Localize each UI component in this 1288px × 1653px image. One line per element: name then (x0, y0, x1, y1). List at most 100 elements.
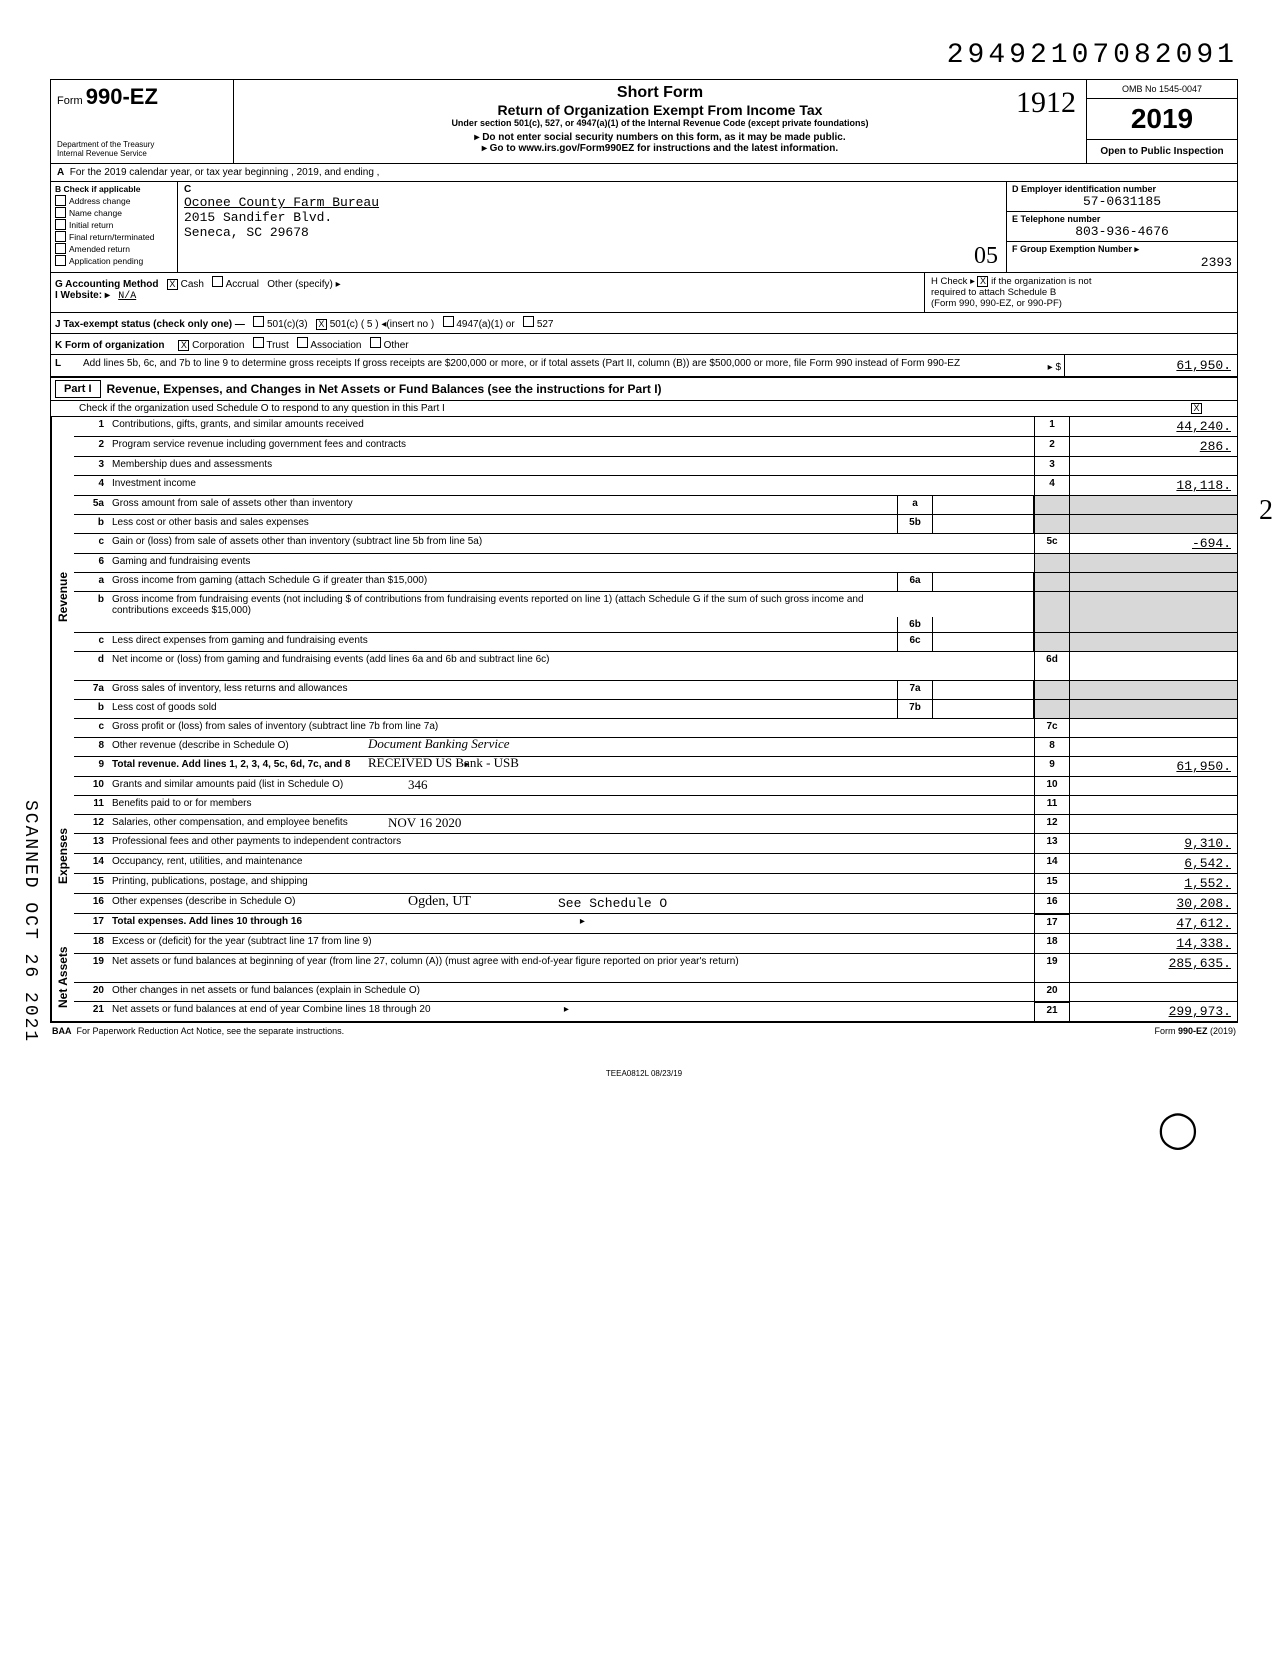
line-5c-num: c (74, 534, 108, 553)
line-7b-num: b (74, 700, 108, 718)
stamp-ogden: Ogden, UT (408, 894, 471, 910)
part-1-sub: Check if the organization used Schedule … (50, 401, 1238, 417)
line-7a-num: 7a (74, 681, 108, 699)
header-center: Short Form Return of Organization Exempt… (234, 80, 1087, 163)
box-f: F Group Exemption Number ▸ 2393 (1007, 242, 1237, 272)
scanned-stamp: SCANNED OCT 26 2021 (20, 800, 40, 1043)
checkbox-application-pending[interactable] (55, 255, 66, 266)
stamp-date: NOV 16 2020 (388, 815, 461, 831)
line-6b-num: b (74, 592, 108, 632)
line-6b-mb: 6b (897, 617, 933, 632)
line-8-rnum: 8 (1034, 738, 1069, 756)
line-14-desc: Occupancy, rent, utilities, and maintena… (108, 854, 1034, 873)
checkbox-initial-return[interactable] (55, 219, 66, 230)
label-accrual: Accrual (226, 279, 259, 290)
line-19-num: 19 (74, 954, 108, 982)
form-code: 990-EZ (86, 84, 158, 109)
org-addr2: Seneca, SC 29678 (184, 225, 309, 240)
checkbox-527[interactable] (523, 316, 534, 327)
label-other-org: Other (384, 340, 409, 351)
line-6c-mb: 6c (897, 633, 933, 651)
line-6c-num: c (74, 633, 108, 651)
line-11-desc: Benefits paid to or for members (108, 796, 1034, 814)
header-right: OMB No 1545-0047 2019 Open to Public Ins… (1087, 80, 1237, 163)
line-j: J Tax-exempt status (check only one) — 5… (50, 313, 1238, 334)
line-15-num: 15 (74, 874, 108, 893)
line-17-amt: 47,612. (1069, 914, 1237, 933)
line-4-desc: Investment income (108, 476, 1034, 495)
side-label-expenses: Expenses (51, 777, 74, 934)
line-12-desc: Salaries, other compensation, and employ… (108, 815, 1034, 833)
checkbox-4947[interactable] (443, 316, 454, 327)
line-l: L Add lines 5b, 6c, and 7b to line 9 to … (50, 355, 1238, 377)
checkbox-cash[interactable]: X (167, 279, 178, 290)
line-10-amt (1069, 777, 1237, 795)
line-k-content: K Form of organization X Corporation Tru… (51, 334, 1237, 354)
line-6a-mb: 6a (897, 573, 933, 591)
box-h-text2: if the organization is not (991, 276, 1091, 287)
checkbox-trust[interactable] (253, 337, 264, 348)
line-18-num: 18 (74, 934, 108, 953)
box-d: D Employer identification number 57-0631… (1007, 182, 1237, 212)
line-11-num: 11 (74, 796, 108, 814)
line-1-num: 1 (74, 417, 108, 436)
checkbox-other-org[interactable] (370, 337, 381, 348)
org-addr1: 2015 Sandifer Blvd. (184, 210, 332, 225)
line-13-rnum: 13 (1034, 834, 1069, 853)
line-k-label: K Form of organization (55, 340, 164, 351)
checkbox-association[interactable] (297, 337, 308, 348)
open-to-public: Open to Public Inspection (1087, 140, 1237, 163)
line-a-text: For the 2019 calendar year, or tax year … (70, 167, 380, 178)
line-20-desc: Other changes in net assets or fund bala… (108, 983, 1034, 1001)
revenue-section: Revenue 1Contributions, gifts, grants, a… (50, 417, 1238, 777)
line-19-rnum: 19 (1034, 954, 1069, 982)
line-7c-amt (1069, 719, 1237, 737)
box-c: C Oconee County Farm Bureau 2015 Sandife… (178, 182, 1007, 272)
line-18-desc: Excess or (deficit) for the year (subtra… (108, 934, 1034, 953)
line-g-i: G Accounting Method X Cash Accrual Other… (50, 273, 1238, 313)
line-16-desc: Other expenses (describe in Schedule O) … (108, 894, 1034, 913)
line-j-label: J Tax-exempt status (check only one) — (55, 319, 245, 330)
line-2-desc: Program service revenue including govern… (108, 437, 1034, 456)
software-code: TEEA0812L 08/23/19 (50, 1069, 1238, 1078)
checkbox-address-change[interactable] (55, 195, 66, 206)
line-13-num: 13 (74, 834, 108, 853)
label-name-change: Name change (69, 208, 122, 218)
checkbox-schedule-o[interactable]: X (1191, 403, 1202, 414)
checkbox-accrual[interactable] (212, 276, 223, 287)
block-b-thru-f: B Check if applicable Address change Nam… (50, 182, 1238, 273)
label-initial-return: Initial return (69, 220, 113, 230)
checkbox-corporation[interactable]: X (178, 340, 189, 351)
line-17-rnum: 17 (1034, 914, 1069, 933)
label-527: 527 (537, 319, 554, 330)
label-cash: Cash (181, 279, 204, 290)
line-5c-desc: Gain or (loss) from sale of assets other… (108, 534, 1034, 553)
label-association: Association (310, 340, 361, 351)
line-14-amt: 6,542. (1069, 854, 1237, 873)
line-6a-desc: Gross income from gaming (attach Schedul… (108, 573, 897, 591)
checkbox-amended-return[interactable] (55, 243, 66, 254)
line-5b-desc: Less cost or other basis and sales expen… (108, 515, 897, 533)
line-20-num: 20 (74, 983, 108, 1001)
checkbox-h[interactable]: X (977, 276, 988, 287)
line-1-desc: Contributions, gifts, grants, and simila… (108, 417, 1034, 436)
no-ssn-notice: ▸ Do not enter social security numbers o… (242, 132, 1078, 143)
label-other-specify: Other (specify) ▸ (267, 279, 340, 290)
box-b: B Check if applicable Address change Nam… (51, 182, 178, 272)
line-21-amt: 299,973. (1069, 1002, 1237, 1021)
see-schedule-o: See Schedule O (558, 896, 667, 911)
group-exemption-value: 2393 (1012, 255, 1232, 270)
checkbox-name-change[interactable] (55, 207, 66, 218)
line-9-amt: 61,950. (1069, 757, 1237, 776)
checkbox-501c3[interactable] (253, 316, 264, 327)
website-value: N/A (118, 291, 136, 302)
checkbox-501c[interactable]: X (316, 319, 327, 330)
line-3-num: 3 (74, 457, 108, 475)
checkbox-final-return[interactable] (55, 231, 66, 242)
label-address-change: Address change (69, 196, 130, 206)
box-b-header: Check if applicable (64, 184, 141, 194)
line-5a-mb: a (897, 496, 933, 514)
boxes-d-e-f: D Employer identification number 57-0631… (1007, 182, 1237, 272)
line-12-amt (1069, 815, 1237, 833)
org-name: Oconee County Farm Bureau (184, 195, 379, 210)
